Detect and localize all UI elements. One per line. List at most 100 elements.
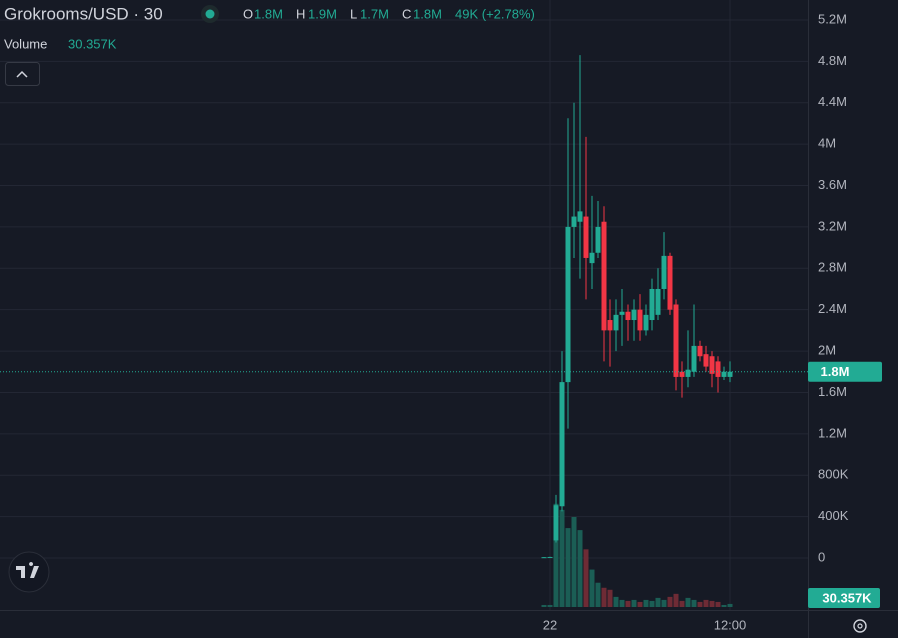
- volume-tag-label: 30.357K: [822, 590, 872, 605]
- volume-bar: [577, 530, 583, 607]
- candle-body: [619, 311, 625, 315]
- volume-bar: [607, 589, 613, 607]
- candle-body: [607, 320, 613, 331]
- candle-body: [649, 288, 655, 321]
- volume-bar: [595, 582, 601, 607]
- volume-bar: [721, 604, 727, 607]
- volume-bar: [637, 601, 643, 607]
- candle-body: [595, 226, 601, 253]
- settings-button[interactable]: [853, 619, 867, 633]
- settings-center[interactable]: [857, 623, 863, 629]
- tv-logo-mark[interactable]: [16, 562, 39, 578]
- y-tick-label: 4.4M: [818, 94, 847, 109]
- collapse-icon[interactable]: [16, 70, 28, 78]
- ohlc-value: 1.7M: [360, 6, 389, 21]
- candle-body: [655, 288, 661, 315]
- ohlc-key: H: [296, 6, 305, 21]
- y-tick-label: 4M: [818, 136, 836, 151]
- candle-body: [553, 505, 559, 541]
- candle-body: [727, 371, 733, 377]
- candle-body: [613, 314, 619, 331]
- candle-body: [547, 556, 553, 558]
- y-tick-label: 1.6M: [818, 384, 847, 399]
- candle-body: [709, 356, 715, 374]
- y-tick-label: 2.4M: [818, 301, 847, 316]
- change-value: 49K (+2.78%): [455, 6, 535, 21]
- volume-bar: [613, 596, 619, 607]
- ohlc-value: 1.9M: [308, 6, 337, 21]
- volume-bar: [679, 600, 685, 607]
- last-price-tag: [808, 361, 882, 382]
- y-tick-label: 4.8M: [818, 53, 847, 68]
- volume-value: 30.357K: [68, 36, 117, 51]
- y-tick-label: 2.8M: [818, 260, 847, 275]
- candle-body: [589, 252, 595, 264]
- candle-body: [721, 371, 727, 377]
- volume-bar: [589, 569, 595, 607]
- candle-body: [673, 304, 679, 377]
- y-tick-label: 0: [818, 549, 825, 564]
- last-price-label: 1.8M: [821, 364, 850, 379]
- volume-bar: [673, 593, 679, 607]
- volume-bar: [655, 597, 661, 607]
- candle-body: [667, 255, 673, 310]
- volume-bar: [565, 528, 571, 607]
- volume-bar: [601, 587, 607, 607]
- candle-body: [577, 211, 583, 222]
- collapse-button[interactable]: [5, 62, 40, 86]
- volume-bar: [685, 597, 691, 607]
- y-tick-label: 800K: [818, 467, 849, 482]
- volume-bar: [661, 599, 667, 607]
- x-tick-label: 22: [543, 617, 557, 632]
- volume-bar: [547, 604, 553, 607]
- candle-body: [661, 255, 667, 289]
- volume-title: Volume: [4, 36, 47, 51]
- candle-body: [643, 314, 649, 331]
- volume-layer: [541, 503, 733, 607]
- candle-body: [703, 354, 709, 367]
- ohlc-value: 1.8M: [413, 6, 442, 21]
- candle-body: [715, 361, 721, 377]
- candle-body: [625, 311, 631, 321]
- tv-logo[interactable]: [8, 551, 50, 593]
- symbol-title: Grokrooms/USD · 30: [4, 4, 163, 23]
- volume-bar: [697, 601, 703, 607]
- volume-bar: [667, 596, 673, 607]
- volume-bar: [703, 599, 709, 607]
- candle-body: [583, 216, 589, 258]
- y-tick-label: 3.6M: [818, 177, 847, 192]
- volume-bar: [559, 509, 565, 607]
- candle-body: [679, 371, 685, 377]
- candle-body: [691, 345, 697, 372]
- volume-bar: [625, 600, 631, 607]
- y-tick-label: 1.2M: [818, 425, 847, 440]
- candle-body: [571, 216, 577, 227]
- overlay-layer: 0 400K 800K 1.2M 1.6M 2M 2.4M 2.8M 3.2M 3.6M 4M 4.4…: [0, 11, 882, 632]
- volume-bar: [691, 599, 697, 607]
- volume-bar: [553, 503, 559, 607]
- candle-body: [685, 369, 691, 377]
- y-tick-label: 2M: [818, 343, 836, 358]
- ohlc-key: O: [243, 6, 253, 21]
- settings-gear[interactable]: [853, 619, 867, 633]
- volume-bar: [649, 600, 655, 607]
- candle-body: [541, 557, 547, 559]
- candle-body: [637, 309, 643, 331]
- y-tick-label: 3.2M: [818, 218, 847, 233]
- volume-bar: [643, 599, 649, 607]
- ohlc-key: C: [402, 6, 411, 21]
- candle-body: [565, 226, 571, 383]
- ohlc-value: 1.8M: [254, 6, 283, 21]
- volume-bar: [619, 599, 625, 607]
- collapse-button-frame[interactable]: [5, 62, 40, 86]
- y-tick-label: 400K: [818, 508, 849, 523]
- tv-logo-circle[interactable]: [8, 551, 50, 593]
- volume-bar: [541, 604, 547, 607]
- candle-body: [559, 382, 565, 507]
- x-tick-label: 12:00: [714, 617, 747, 632]
- volume-bar: [715, 601, 721, 607]
- volume-tag: [808, 588, 880, 608]
